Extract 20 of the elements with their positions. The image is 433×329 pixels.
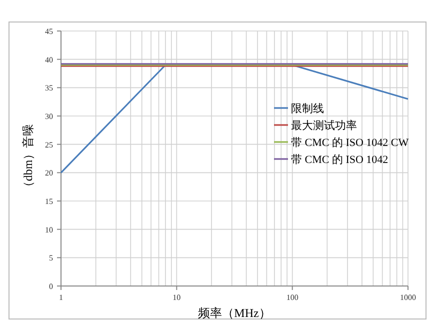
- y-tick-label: 5: [49, 254, 53, 263]
- legend-label: 带 CMC 的 ISO 1042: [291, 153, 388, 166]
- y-tick-label: 45: [45, 27, 53, 36]
- x-axis-title: 频率（MHz）: [198, 306, 271, 320]
- x-tick-label: 1000: [400, 293, 416, 302]
- y-tick-label: 30: [45, 112, 53, 121]
- y-tick-label: 35: [45, 84, 53, 93]
- x-tick-label: 100: [286, 293, 298, 302]
- y-tick-label: 40: [45, 55, 53, 64]
- y-tick-label: 25: [45, 140, 53, 150]
- y-tick-label: 0: [49, 282, 53, 291]
- x-tick-label: 1: [59, 293, 63, 302]
- x-tick-label: 10: [172, 293, 181, 302]
- y-axis-title: （dbm）音噪: [21, 124, 35, 194]
- legend-label: 限制线: [291, 102, 324, 115]
- legend-label: 带 CMC 的 ISO 1042 CW: [291, 136, 410, 149]
- y-tick-label: 20: [45, 168, 53, 178]
- legend-label: 最大测试功率: [291, 119, 357, 132]
- y-tick-label: 10: [45, 225, 53, 234]
- y-tick-label: 15: [45, 197, 53, 206]
